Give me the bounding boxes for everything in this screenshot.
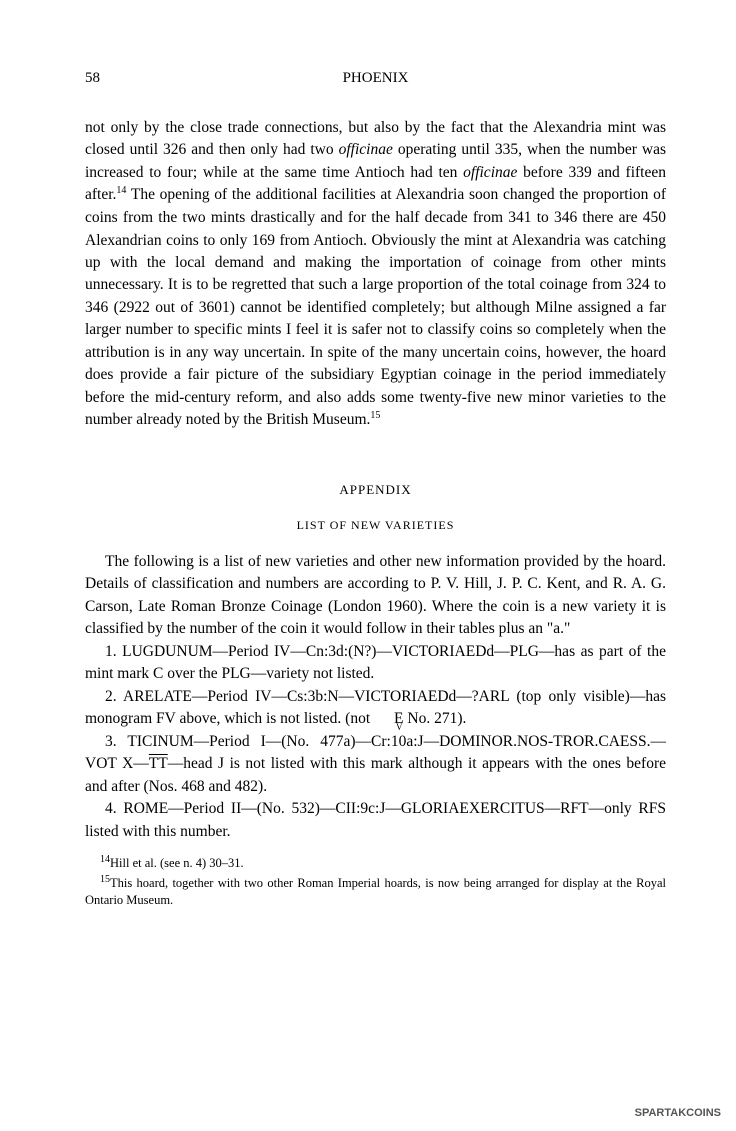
appendix-text: The following is a list of new varieties…: [85, 551, 666, 843]
text-segment: (see n. 4) 30–31.: [157, 856, 244, 870]
footnotes: 14Hill et al. (see n. 4) 30–31. 15This h…: [85, 853, 666, 910]
page-header: 58 PHOENIX: [85, 70, 666, 87]
italic-text: officinae: [339, 141, 393, 158]
text-segment: —head J is not listed with this mark alt…: [85, 755, 666, 794]
main-paragraph: not only by the close trade connections,…: [85, 117, 666, 432]
overline-text: TT: [149, 755, 168, 772]
appendix-heading: APPENDIX: [85, 482, 666, 498]
italic-text: officinae: [463, 164, 517, 181]
footnote-14: 14Hill et al. (see n. 4) 30–31.: [85, 853, 666, 873]
footnote-ref: 14: [116, 185, 126, 196]
text-segment: The opening of the additional facilities…: [85, 187, 666, 429]
text-segment: This hoard, together with two other Roma…: [85, 876, 666, 908]
page-number: 58: [85, 70, 135, 87]
footnote-number: 14: [100, 854, 110, 865]
variety-entry: 3. TICINUM—Period I—(No. 477a)—Cr:10a:J—…: [85, 731, 666, 798]
ev-symbol: EV: [374, 714, 403, 723]
appendix-intro: The following is a list of new varieties…: [85, 551, 666, 641]
watermark: SPARTAKCOINS: [635, 1107, 721, 1119]
list-heading: LIST OF NEW VARIETIES: [85, 518, 666, 533]
variety-entry: 4. ROME—Period II—(No. 532)—CII:9c:J—GLO…: [85, 798, 666, 843]
italic-text: Late Roman Bronze Coinage: [138, 598, 323, 615]
variety-entry: 1. LUGDUNUM—Period IV—Cn:3d:(N?)—VICTORI…: [85, 641, 666, 686]
text-segment: No. 271).: [404, 710, 467, 727]
footnote-15: 15This hoard, together with two other Ro…: [85, 873, 666, 910]
journal-title: PHOENIX: [135, 70, 616, 87]
variety-entry: 2. ARELATE—Period IV—Cs:3b:N—VICTORIAEDd…: [85, 686, 666, 731]
footnote-ref: 15: [370, 410, 380, 421]
footnote-number: 15: [100, 874, 110, 885]
italic-text: et al.: [133, 856, 157, 870]
text-segment: Hill: [110, 856, 133, 870]
